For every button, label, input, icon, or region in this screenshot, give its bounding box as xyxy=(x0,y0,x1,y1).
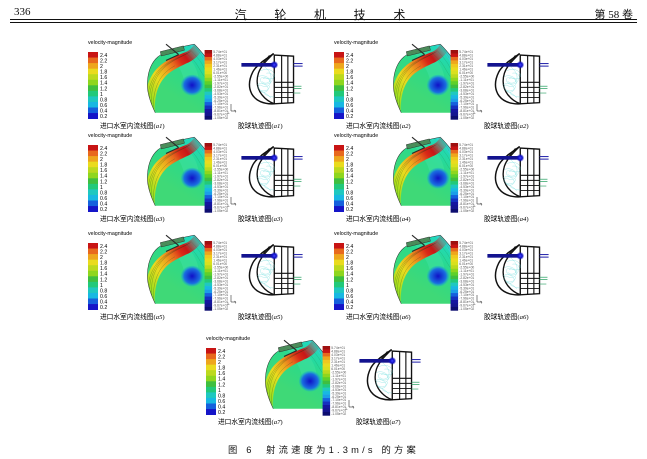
svg-text:L: L xyxy=(474,110,477,115)
svg-text:进口水室内流线图(a2): 进口水室内流线图(a2) xyxy=(346,121,411,130)
svg-text:胶球轨迹图(a7): 胶球轨迹图(a7) xyxy=(356,417,401,426)
svg-text:L: L xyxy=(346,406,349,411)
svg-text:胶球轨迹图(a4): 胶球轨迹图(a4) xyxy=(484,214,529,223)
svg-text:0.2: 0.2 xyxy=(100,305,107,311)
svg-text:胶球轨迹图(a2): 胶球轨迹图(a2) xyxy=(484,121,529,130)
svg-text:0.2: 0.2 xyxy=(218,410,225,416)
svg-text:L: L xyxy=(474,203,477,208)
svg-text:胶球轨迹图(a6): 胶球轨迹图(a6) xyxy=(484,312,529,321)
svg-text:-1.05e+02: -1.05e+02 xyxy=(460,209,475,213)
svg-text:velocity-magnitude: velocity-magnitude xyxy=(88,133,132,139)
svg-text:进口水室内流线图(a5): 进口水室内流线图(a5) xyxy=(100,312,165,321)
svg-text:0.2: 0.2 xyxy=(100,207,107,213)
svg-text:0.2: 0.2 xyxy=(346,207,353,213)
svg-text:-1.05e+02: -1.05e+02 xyxy=(331,412,346,416)
svg-text:L: L xyxy=(228,301,231,306)
svg-text:velocity-magnitude: velocity-magnitude xyxy=(88,40,132,46)
svg-text:velocity-magnitude: velocity-magnitude xyxy=(88,231,132,237)
svg-text:velocity-magnitude: velocity-magnitude xyxy=(334,231,378,237)
svg-text:0.2: 0.2 xyxy=(346,305,353,311)
svg-text:L: L xyxy=(474,301,477,306)
svg-text:胶球轨迹图(a3): 胶球轨迹图(a3) xyxy=(238,214,283,223)
svg-text:-1.05e+02: -1.05e+02 xyxy=(214,116,229,120)
svg-text:0.2: 0.2 xyxy=(100,114,107,120)
svg-text:进口水室内流线图(a1): 进口水室内流线图(a1) xyxy=(100,121,165,130)
svg-text:velocity-magnitude: velocity-magnitude xyxy=(206,336,250,342)
svg-text:进口水室内流线图(a4): 进口水室内流线图(a4) xyxy=(346,214,411,223)
svg-text:进口水室内流线图(a7): 进口水室内流线图(a7) xyxy=(218,417,283,426)
svg-text:-1.05e+02: -1.05e+02 xyxy=(214,307,229,311)
svg-text:0.2: 0.2 xyxy=(346,114,353,120)
svg-text:胶球轨迹图(a1): 胶球轨迹图(a1) xyxy=(238,121,283,130)
svg-text:胶球轨迹图(a5): 胶球轨迹图(a5) xyxy=(238,312,283,321)
svg-text:-1.05e+02: -1.05e+02 xyxy=(214,209,229,213)
svg-text:-1.05e+02: -1.05e+02 xyxy=(460,307,475,311)
svg-text:进口水室内流线图(a3): 进口水室内流线图(a3) xyxy=(100,214,165,223)
svg-text:-1.05e+02: -1.05e+02 xyxy=(460,116,475,120)
svg-text:L: L xyxy=(228,203,231,208)
svg-text:进口水室内流线图(a6): 进口水室内流线图(a6) xyxy=(346,312,411,321)
svg-text:velocity-magnitude: velocity-magnitude xyxy=(334,40,378,46)
svg-text:L: L xyxy=(228,110,231,115)
svg-text:velocity-magnitude: velocity-magnitude xyxy=(334,133,378,139)
